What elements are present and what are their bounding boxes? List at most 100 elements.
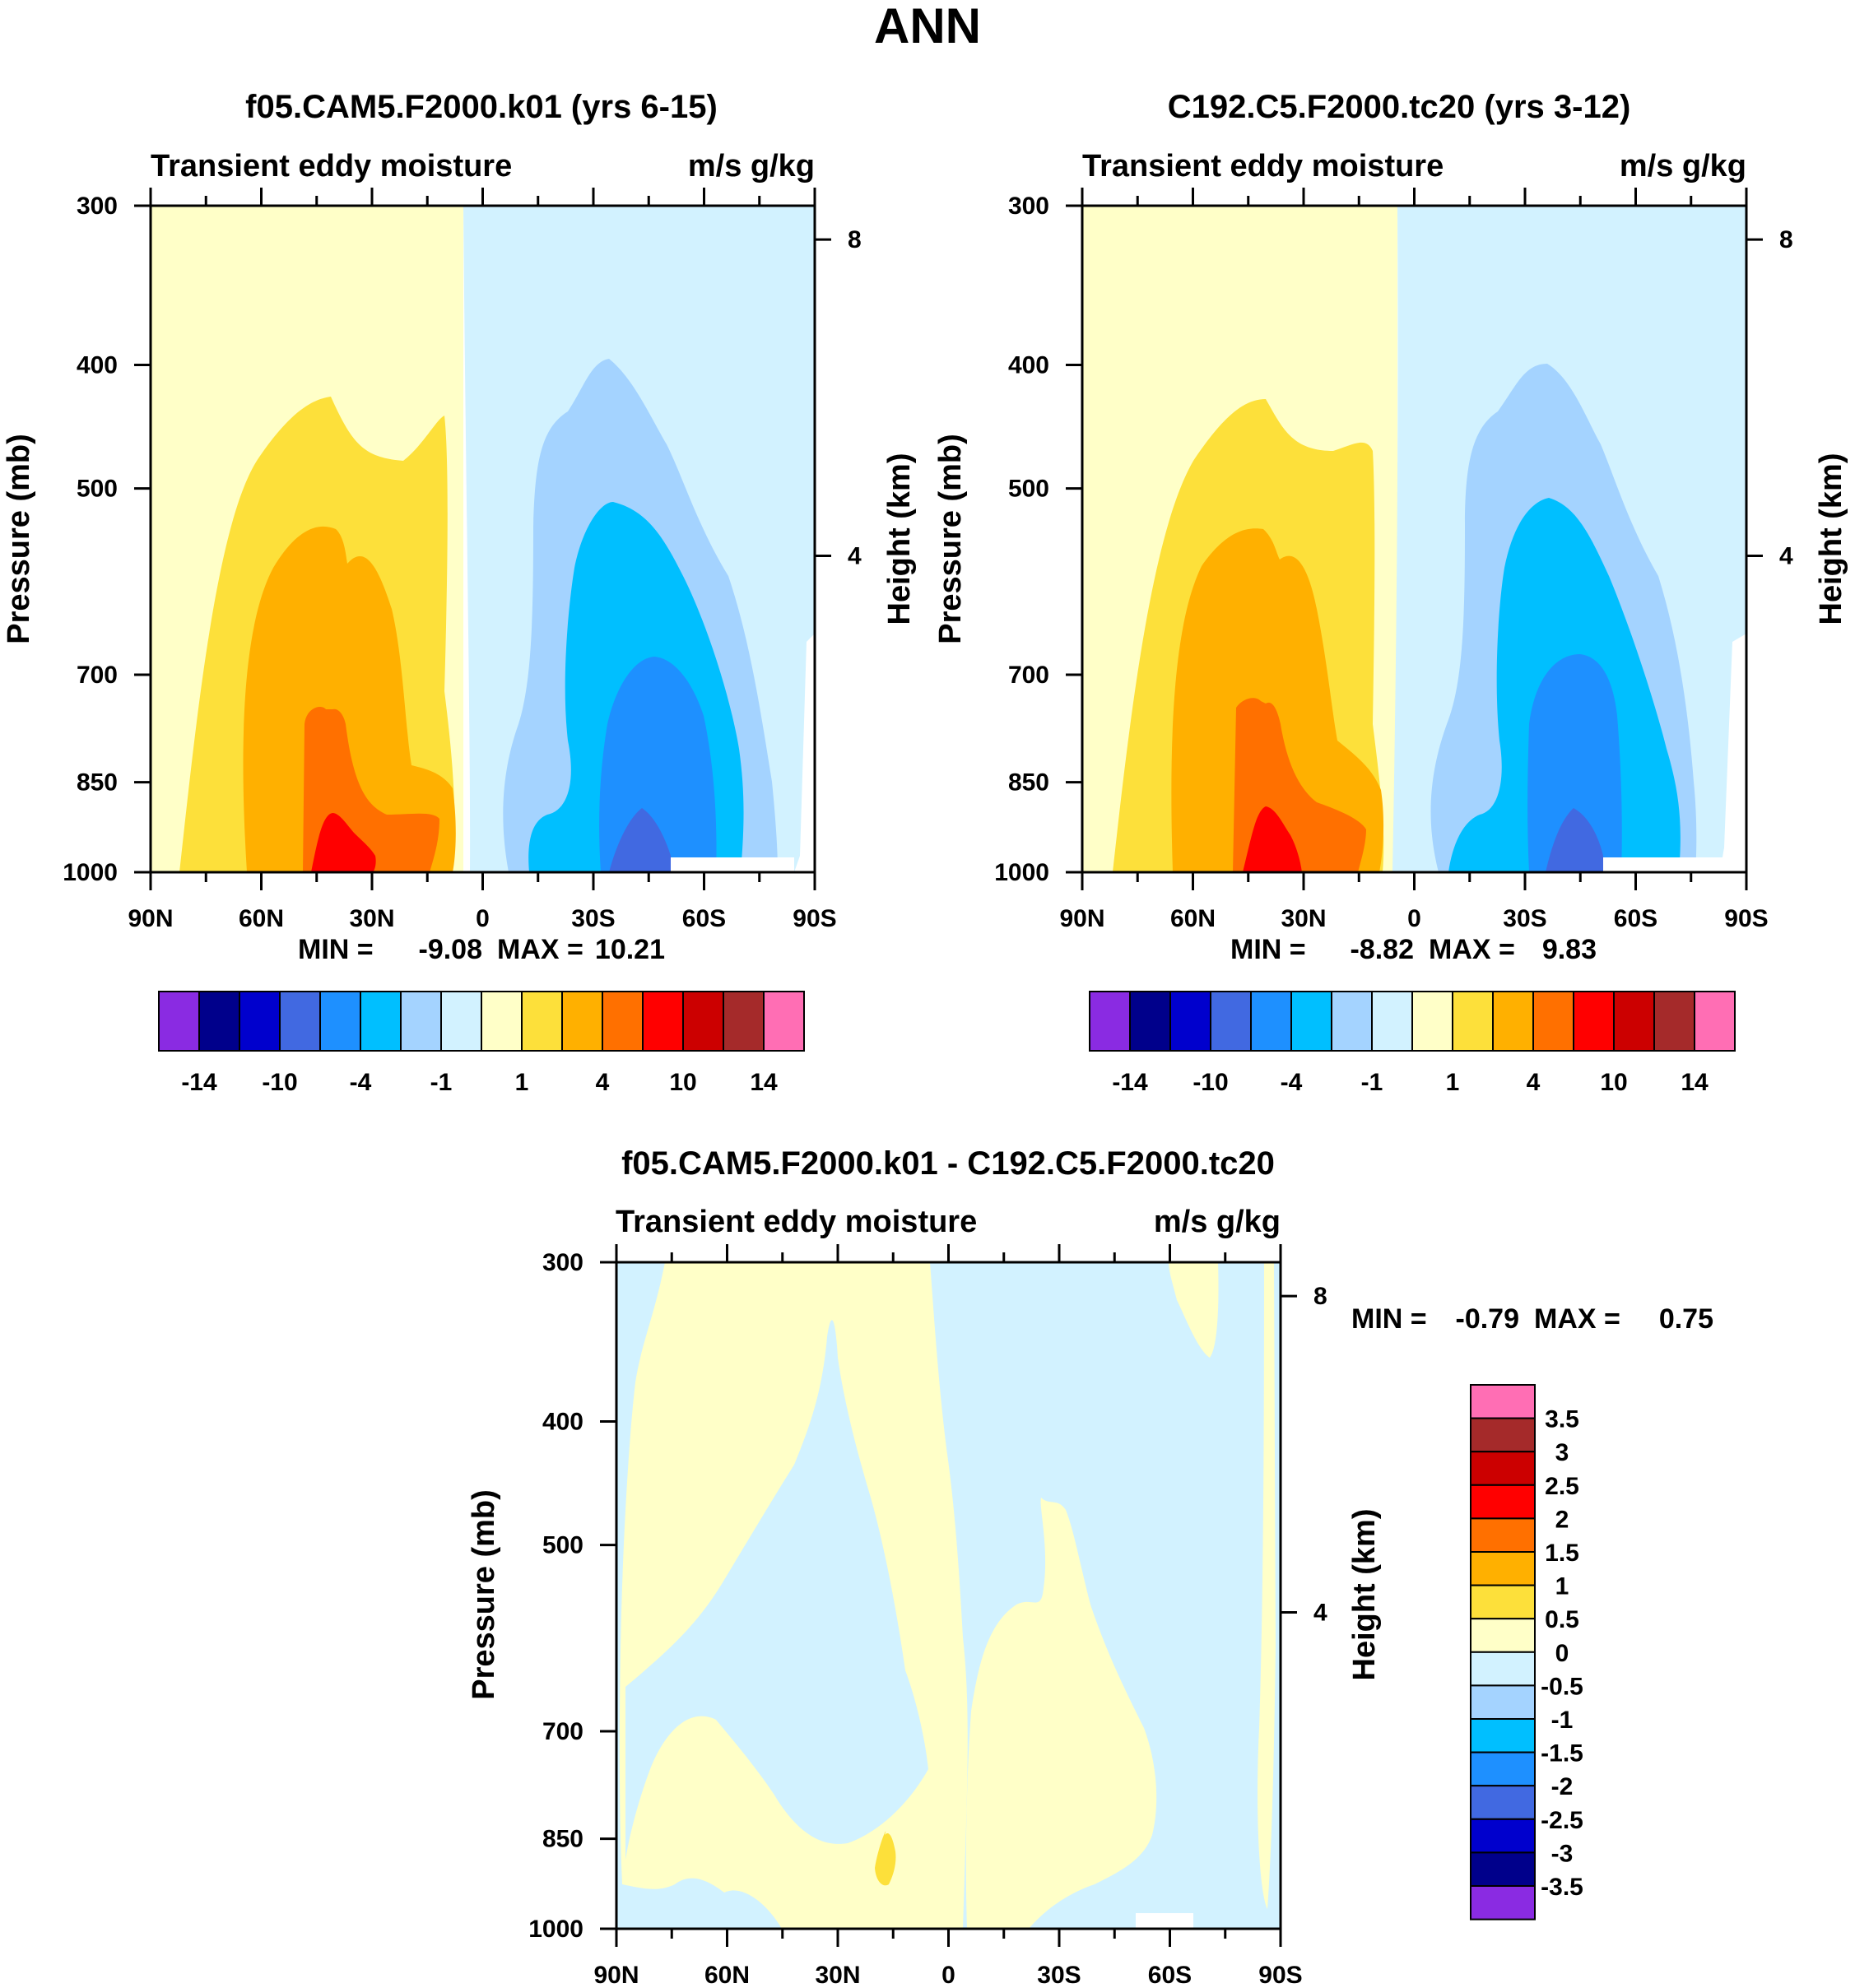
colorbar-swatch xyxy=(682,991,724,1052)
x-tick-label: 60S xyxy=(682,905,726,932)
colorbar-swatch xyxy=(1470,1517,1536,1554)
panel-3-min-label: MIN = xyxy=(1351,1303,1427,1335)
panel-3-units-label: m/s g/kg xyxy=(1154,1205,1281,1239)
colorbar-label: 2.5 xyxy=(1545,1473,1579,1500)
colorbar-swatch xyxy=(1470,1751,1536,1787)
colorbar-swatch xyxy=(1470,1618,1536,1653)
colorbar-swatch xyxy=(1470,1718,1536,1753)
x-tick-label: 60N xyxy=(1170,905,1216,932)
panel-1-ylabel: Pressure (mb) xyxy=(2,434,36,644)
panel-3: f05.CAM5.F2000.k01 - C192.C5.F2000.tc20 … xyxy=(467,1145,1713,1988)
colorbar-label: 0 xyxy=(1555,1640,1569,1667)
colorbar-swatch xyxy=(561,991,603,1052)
colorbar-swatch xyxy=(1210,991,1252,1052)
colorbar-label: 10 xyxy=(1600,1069,1627,1096)
colorbar-label: 0.5 xyxy=(1545,1606,1579,1633)
panel-2-min-label: MIN = xyxy=(1230,934,1306,965)
colorbar-swatch xyxy=(1613,991,1655,1052)
colorbar-label: -2.5 xyxy=(1541,1807,1583,1834)
panel-2: C192.C5.F2000.tc20 (yrs 3-12) Transient … xyxy=(933,89,1848,1096)
panel-3-max-value: 0.75 xyxy=(1659,1303,1713,1335)
colorbar-swatch xyxy=(481,991,523,1052)
y2-tick-label: 8 xyxy=(1313,1283,1327,1310)
colorbar-label: -1 xyxy=(1551,1707,1574,1734)
y-tick-label: 700 xyxy=(77,662,118,689)
colorbar-label: -14 xyxy=(1112,1069,1148,1096)
panel-3-ylabel: Pressure (mb) xyxy=(467,1489,501,1700)
colorbar-label: 1 xyxy=(1555,1573,1569,1600)
colorbar-label: 14 xyxy=(750,1069,778,1096)
panel-2-missing-data xyxy=(1603,857,1723,872)
y-tick-label: 850 xyxy=(1008,769,1049,797)
panel-3-left-label: Transient eddy moisture xyxy=(616,1205,977,1239)
x-tick-label: 30N xyxy=(349,905,394,932)
colorbar-label: 1 xyxy=(515,1069,529,1096)
colorbar-label: -1.5 xyxy=(1541,1740,1583,1767)
colorbar-swatch xyxy=(1470,1551,1536,1586)
panel-1: f05.CAM5.F2000.k01 (yrs 6-15) Transient … xyxy=(2,89,917,1096)
panel-2-level-10 xyxy=(1243,806,1302,872)
colorbar-swatch xyxy=(723,991,765,1052)
x-tick-label: 0 xyxy=(941,1962,955,1988)
y2-tick-label: 8 xyxy=(848,226,862,253)
colorbar-label: 3 xyxy=(1555,1439,1569,1466)
panel-1-plot: 90N 60N 30N 0 30S 60S 90S 300 400 500 700 850 1000 8 4 xyxy=(63,188,862,932)
panel-2-units-label: m/s g/kg xyxy=(1620,149,1746,183)
colorbar-label: 1 xyxy=(1446,1069,1460,1096)
colorbar-swatch xyxy=(1470,1451,1536,1486)
colorbar-swatch xyxy=(198,991,240,1052)
colorbar-swatch xyxy=(1573,991,1615,1052)
x-tick-label: 90N xyxy=(1059,905,1104,932)
colorbar-swatch xyxy=(1470,1785,1536,1820)
colorbar-swatch xyxy=(642,991,684,1052)
y2-tick-label: 4 xyxy=(1779,543,1793,570)
y-tick-label: 700 xyxy=(1008,662,1049,689)
colorbar-swatch xyxy=(1290,991,1332,1052)
panel-2-left-label: Transient eddy moisture xyxy=(1082,149,1444,183)
panel-3-region-positive-edge xyxy=(1258,1262,1276,1909)
panel-3-plot: 90N 60N 30N 0 30S 60S 90S 300 400 500 700 850 1000 8 4 xyxy=(528,1244,1327,1988)
colorbar-swatch xyxy=(1492,991,1534,1052)
panel-1-left-label: Transient eddy moisture xyxy=(151,149,512,183)
colorbar-swatch xyxy=(763,991,805,1052)
panel-1-stats: MIN = -9.08 MAX = 10.21 xyxy=(298,934,665,965)
colorbar-label: 4 xyxy=(596,1069,610,1096)
colorbar-swatch xyxy=(440,991,482,1052)
panel-3-region-negative-tongue xyxy=(625,1320,928,1860)
x-tick-label: 0 xyxy=(1407,905,1421,932)
x-tick-label: 60S xyxy=(1614,905,1657,932)
colorbar-swatch xyxy=(239,991,281,1052)
colorbar-label: -10 xyxy=(1192,1069,1228,1096)
x-tick-label: 60N xyxy=(239,905,284,932)
y2-tick-label: 4 xyxy=(848,543,862,570)
panel-2-level-neg-10 xyxy=(1527,654,1622,872)
colorbar-label: 1.5 xyxy=(1545,1540,1579,1567)
colorbar-label: -3 xyxy=(1551,1840,1574,1867)
colorbar-label: 4 xyxy=(1527,1069,1541,1096)
colorbar-swatch xyxy=(360,991,402,1052)
y-tick-label: 850 xyxy=(77,769,118,797)
x-tick-label: 90N xyxy=(593,1962,639,1988)
colorbar-swatch xyxy=(1089,991,1131,1052)
figure-title: ANN xyxy=(874,0,981,53)
panel-3-region-peak xyxy=(875,1831,896,1886)
y2-tick-label: 4 xyxy=(1313,1600,1327,1627)
panel-1-level-1 xyxy=(243,526,456,872)
panel-1-title: f05.CAM5.F2000.k01 (yrs 6-15) xyxy=(245,89,718,125)
x-tick-label: 90S xyxy=(1724,905,1768,932)
colorbar-swatch xyxy=(1470,1818,1536,1854)
colorbar-label: 2 xyxy=(1555,1506,1569,1533)
panel-2-min-value: -8.82 xyxy=(1351,934,1415,965)
panel-2-max-value: 9.83 xyxy=(1542,934,1597,965)
y-tick-label: 500 xyxy=(1008,476,1049,503)
panel-1-max-value: 10.21 xyxy=(595,934,665,965)
colorbar-label: 10 xyxy=(669,1069,696,1096)
colorbar-label: -2 xyxy=(1551,1773,1574,1800)
panel-1-level-neg-10 xyxy=(599,657,717,872)
x-tick-label: 60S xyxy=(1148,1962,1192,1988)
panel-1-level-10 xyxy=(311,813,376,872)
colorbar-swatch xyxy=(1129,991,1171,1052)
y-tick-label: 400 xyxy=(1008,352,1049,379)
y-tick-label: 850 xyxy=(542,1826,583,1853)
panel-3-region-positive-south xyxy=(965,1498,1157,1929)
